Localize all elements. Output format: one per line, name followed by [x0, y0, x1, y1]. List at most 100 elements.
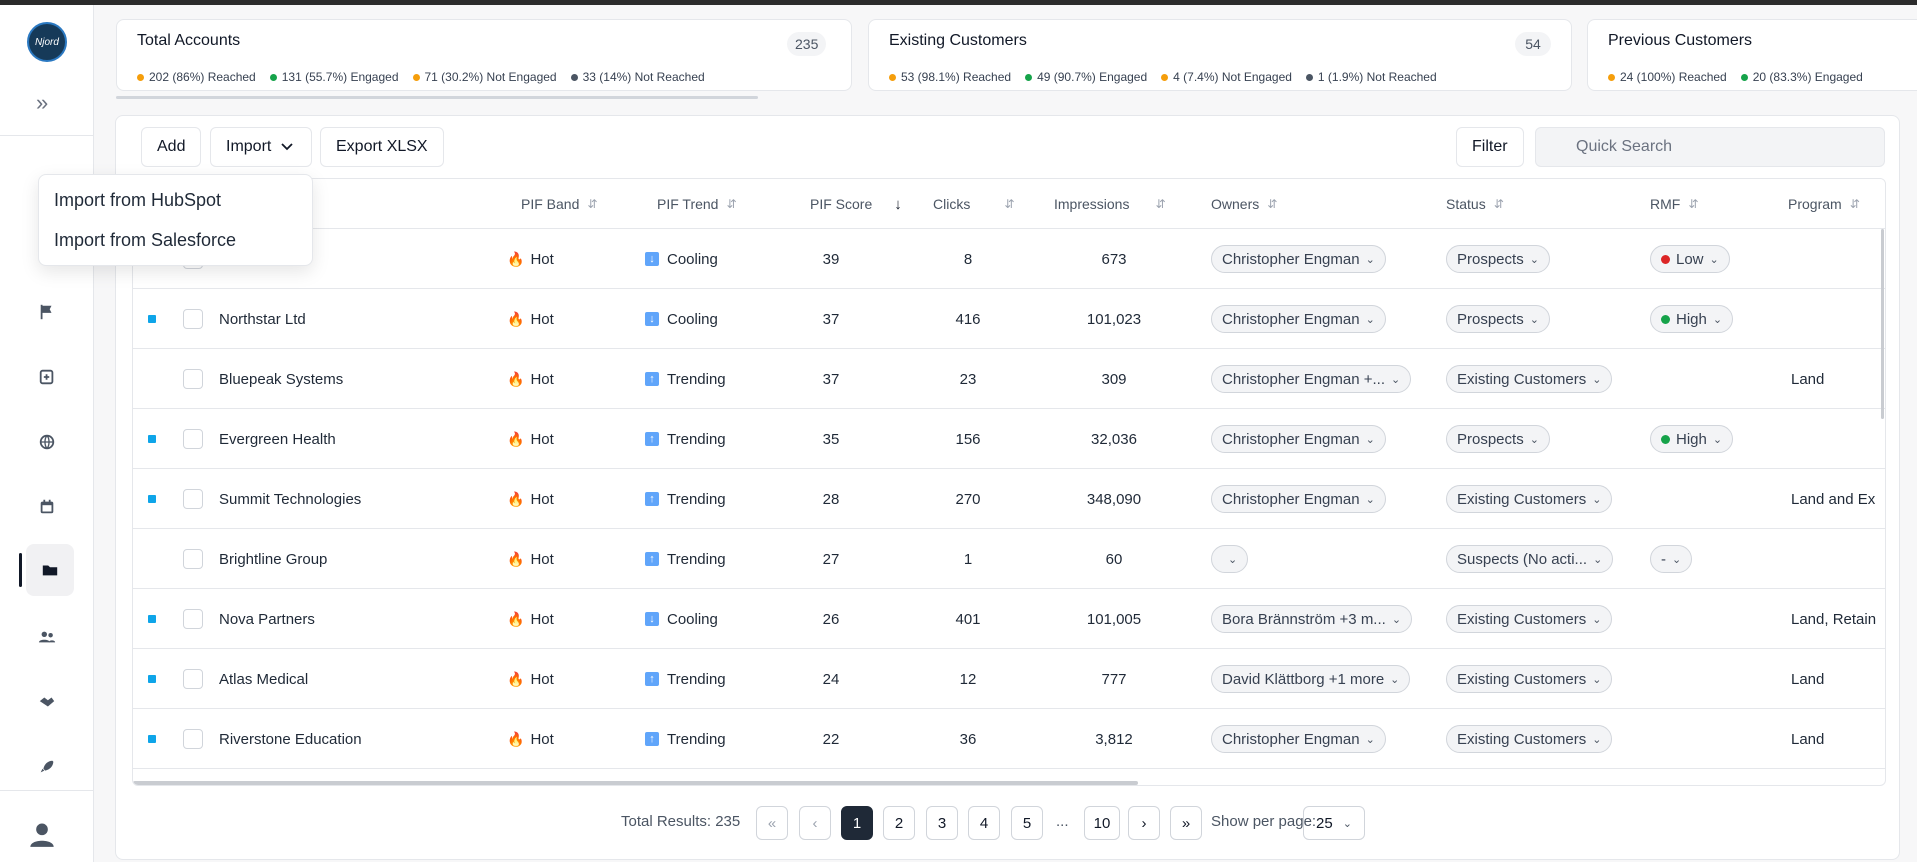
col-rmf[interactable]: RMF ⇵	[1650, 196, 1699, 212]
page-2-button[interactable]: 2	[883, 806, 915, 840]
status-select[interactable]: Prospects ⌄	[1446, 305, 1550, 333]
rmf-select[interactable]: Low ⌄	[1650, 245, 1730, 273]
row-checkbox[interactable]	[183, 309, 203, 329]
add-file-icon[interactable]	[30, 360, 64, 394]
owners-cell: Christopher Engman ⌄	[1211, 409, 1386, 469]
account-name[interactable]: Nova Partners	[219, 610, 315, 628]
page-5-button[interactable]: 5	[1011, 806, 1043, 840]
import-button[interactable]: Import	[210, 127, 312, 167]
col-pif-trend[interactable]: PIF Trend ⇵	[657, 196, 737, 212]
status-select[interactable]: Existing Customers ⌄	[1446, 485, 1613, 513]
summary-card-previous-customers[interactable]: Previous Customers 24 (100%) Reached 20 …	[1587, 19, 1917, 91]
row-marker	[148, 675, 156, 683]
col-impressions[interactable]: Impressions ⇵	[1054, 196, 1166, 212]
last-page-icon[interactable]: »	[1170, 806, 1202, 840]
filter-button[interactable]: Filter	[1456, 127, 1524, 167]
globe-icon[interactable]	[30, 425, 64, 459]
users-icon[interactable]	[30, 620, 64, 654]
cards-scrollbar[interactable]	[116, 96, 758, 99]
clicks-cell: 156	[955, 430, 981, 448]
owner-select[interactable]: Christopher Engman ⌄	[1211, 245, 1386, 273]
owner-select[interactable]: Christopher Engman +... ⌄	[1211, 365, 1412, 393]
page-10-button[interactable]: 10	[1084, 806, 1120, 840]
col-pif-band[interactable]: PIF Band ⇵	[521, 196, 598, 212]
owner-select[interactable]: David Klättborg +1 more ⌄	[1211, 665, 1411, 693]
import-hubspot-item[interactable]: Import from HubSpot	[54, 190, 222, 210]
row-checkbox[interactable]	[183, 669, 203, 689]
col-program[interactable]: Program ⇵	[1788, 196, 1860, 212]
summary-card-existing-customers[interactable]: Existing Customers 54 53 (98.1%) Reached…	[868, 19, 1572, 91]
row-marker	[148, 495, 156, 503]
row-checkbox[interactable]	[183, 429, 203, 449]
col-clicks[interactable]: Clicks ⇵	[933, 196, 1015, 212]
table-row[interactable]: Riverstone Education 🔥 Hot ↑ Trending 22 36 3,8…	[133, 709, 1885, 769]
next-page-icon[interactable]: ›	[1128, 806, 1160, 840]
handshake-icon[interactable]	[30, 685, 64, 719]
table-row[interactable]: Evergreen Health 🔥 Hot ↑ Trending 35 156 32,036…	[133, 409, 1885, 469]
col-owners[interactable]: Owners ⇵	[1211, 196, 1278, 212]
export-xlsx-button[interactable]: Export XLSX	[320, 127, 444, 167]
owner-select[interactable]: Christopher Engman ⌄	[1211, 425, 1386, 453]
calendar-icon[interactable]	[30, 490, 64, 524]
pif-band-cell: 🔥 Hot	[507, 670, 554, 688]
folder-icon[interactable]	[26, 544, 74, 596]
user-avatar-icon[interactable]	[26, 818, 58, 850]
page-4-button[interactable]: 4	[968, 806, 1000, 840]
page-1-button[interactable]: 1	[841, 806, 873, 840]
row-checkbox[interactable]	[183, 609, 203, 629]
owner-select[interactable]: ⌄	[1211, 545, 1249, 573]
table-row[interactable]: Summit Technologies 🔥 Hot ↑ Trending 28 270 348…	[133, 469, 1885, 529]
table-row[interactable]: Brightline Group 🔥 Hot ↑ Trending 27 1 60 ⌄ Suspe…	[133, 529, 1885, 589]
account-name[interactable]: Atlas Medical	[219, 670, 309, 688]
rmf-select[interactable]: High ⌄	[1650, 305, 1734, 333]
table-row[interactable]: Bluepeak Systems 🔥 Hot ↑ Trending 37 23 309 Chri…	[133, 349, 1885, 409]
page-3-button[interactable]: 3	[926, 806, 958, 840]
row-checkbox[interactable]	[183, 369, 203, 389]
expand-sidebar-icon[interactable]: »	[36, 90, 49, 115]
account-name[interactable]: Riverstone Education	[219, 730, 362, 748]
account-name[interactable]: Bluepeak Systems	[219, 370, 344, 388]
table-row[interactable]: Atlas Medical 🔥 Hot ↑ Trending 24 12 777 David K…	[133, 649, 1885, 709]
status-select[interactable]: Existing Customers ⌄	[1446, 365, 1613, 393]
table-row[interactable]: 🔥 Hot ↓ Cooling 39 8 673 Christopher Engman ⌄ Pro…	[133, 229, 1885, 289]
status-select[interactable]: Existing Customers ⌄	[1446, 605, 1613, 633]
row-checkbox[interactable]	[183, 729, 203, 749]
account-name[interactable]: Evergreen Health	[219, 430, 336, 448]
col-pif-score[interactable]: PIF Score ↓	[810, 195, 902, 213]
row-checkbox[interactable]	[183, 549, 203, 569]
status-cell: Suspects (No acti... ⌄	[1446, 529, 1614, 589]
rocket-icon[interactable]	[30, 750, 64, 784]
status-select[interactable]: Existing Customers ⌄	[1446, 665, 1613, 693]
table-row[interactable]: Nova Partners 🔥 Hot ↓ Cooling 26 401 101,005 Bor…	[133, 589, 1885, 649]
owner-select[interactable]: Bora Brännström +3 m... ⌄	[1211, 605, 1413, 633]
flag-icon[interactable]	[30, 295, 64, 329]
account-name[interactable]: Northstar Ltd	[219, 310, 306, 328]
rmf-select[interactable]: High ⌄	[1650, 425, 1734, 453]
owner-select[interactable]: Christopher Engman ⌄	[1211, 305, 1386, 333]
first-page-icon[interactable]: «	[756, 806, 788, 840]
account-name[interactable]: Summit Technologies	[219, 490, 362, 508]
account-name[interactable]: Brightline Group	[219, 550, 328, 568]
app-logo[interactable]: Njord	[27, 22, 67, 62]
owner-select[interactable]: Christopher Engman ⌄	[1211, 725, 1386, 753]
row-marker	[148, 615, 156, 623]
clicks-cell: 12	[959, 670, 977, 688]
add-button[interactable]: Add	[141, 127, 202, 167]
table-row[interactable]: Northstar Ltd 🔥 Hot ↓ Cooling 37 416 101,023 Chr…	[133, 289, 1885, 349]
status-select[interactable]: Prospects ⌄	[1446, 425, 1550, 453]
status-select[interactable]: Existing Customers ⌄	[1446, 725, 1613, 753]
quick-search-input[interactable]: Quick Search	[1535, 127, 1885, 167]
per-page-select[interactable]: 25 ⌄	[1303, 806, 1365, 840]
stat-not-engaged: 4 (7.4%) Not Engaged	[1161, 70, 1292, 84]
owner-select[interactable]: Christopher Engman ⌄	[1211, 485, 1386, 513]
status-select[interactable]: Suspects (No acti... ⌄	[1446, 545, 1614, 573]
prev-page-icon[interactable]: ‹	[799, 806, 831, 840]
row-checkbox[interactable]	[183, 489, 203, 509]
col-status[interactable]: Status ⇵	[1446, 196, 1504, 212]
table-horizontal-scrollbar[interactable]	[133, 781, 1138, 785]
rmf-select[interactable]: - ⌄	[1650, 545, 1693, 573]
table-vertical-scrollbar[interactable]	[1881, 229, 1884, 419]
summary-card-total-accounts[interactable]: Total Accounts 235 202 (86%) Reached 131…	[116, 19, 852, 91]
import-salesforce-item[interactable]: Import from Salesforce	[54, 230, 237, 250]
status-select[interactable]: Prospects ⌄	[1446, 245, 1550, 273]
